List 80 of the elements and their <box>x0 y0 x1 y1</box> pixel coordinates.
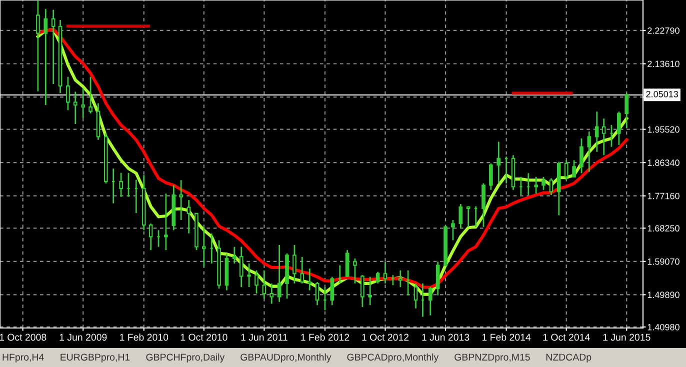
candlestick <box>398 270 402 288</box>
candlestick <box>247 262 251 288</box>
candlestick <box>44 8 48 106</box>
candlestick <box>376 271 380 284</box>
candlestick <box>81 88 86 119</box>
y-tick-label: 1.40980 <box>648 324 680 330</box>
candlestick <box>345 249 350 278</box>
candlestick <box>186 199 191 234</box>
text: HFpro,H4 <box>2 354 44 363</box>
candlestick <box>534 176 538 194</box>
candlestick <box>119 172 123 198</box>
candlestick <box>451 219 455 241</box>
candlestick <box>330 276 334 306</box>
candlestick <box>466 206 470 228</box>
text: NZDCADp <box>546 354 592 363</box>
candlestick <box>239 246 244 288</box>
candlestick <box>414 282 418 310</box>
x-tick-label: 1 Feb 2012 <box>301 334 350 341</box>
y-tick-label: 1.59070 <box>648 258 680 265</box>
x-tick-label: 1 Jun 2015 <box>603 334 650 341</box>
candlestick <box>51 9 56 85</box>
text: GBPAUDpro,Monthly <box>240 353 332 363</box>
x-tick-label: 1 Oct 2010 <box>180 334 228 341</box>
candlestick <box>602 118 606 156</box>
candlestick <box>300 256 304 284</box>
x-tick-label: 1 Jun 2013 <box>422 334 470 341</box>
candlestick <box>482 182 486 228</box>
candlestick <box>315 281 320 306</box>
candlestick <box>270 282 274 304</box>
candlestick <box>148 222 153 251</box>
candlestick <box>489 162 493 191</box>
text: EURGBPpro,H1 <box>60 354 130 363</box>
x-tick-label: 1 Feb 2010 <box>120 334 168 341</box>
ref-line-label: 2.05013 <box>646 90 678 98</box>
candlestick <box>436 260 440 296</box>
candlestick <box>202 226 206 268</box>
x-tick-label: 1 Oct 2008 <box>0 334 46 341</box>
y-tick-label: 1.77160 <box>648 192 680 200</box>
candlestick <box>564 160 568 181</box>
candlestick <box>232 246 236 264</box>
candlestick <box>587 130 592 172</box>
candlestick <box>88 76 92 114</box>
x-tick-label: 1 Jun 2009 <box>60 334 107 341</box>
y-tick-label: 2.22790 <box>648 27 680 34</box>
candlestick <box>164 192 168 251</box>
candlestick <box>360 274 364 308</box>
text: GBPCHFpro,Daily <box>146 353 225 363</box>
candlestick <box>594 110 599 153</box>
candlestick <box>277 244 282 303</box>
candlestick <box>496 141 501 184</box>
x-tick-label: 1 Oct 2014 <box>543 334 590 341</box>
x-tick-label: 1 Oct 2012 <box>362 334 409 341</box>
y-tick-label: 1.95520 <box>648 126 680 133</box>
candlestick <box>66 76 70 111</box>
candlestick <box>617 110 621 146</box>
candlestick <box>624 92 629 129</box>
candlestick <box>179 179 184 221</box>
candlestick <box>254 270 258 294</box>
candlestick <box>262 270 266 300</box>
candlestick <box>572 160 576 178</box>
candlestick <box>549 178 554 196</box>
candlestick <box>292 244 296 284</box>
text: GBPCADpro,Monthly <box>347 353 439 363</box>
candlestick <box>542 176 546 191</box>
candlestick <box>353 258 357 284</box>
y-tick-label: 1.49890 <box>648 292 680 298</box>
candlestick <box>73 91 78 125</box>
y-tick-label: 1.86340 <box>648 160 680 166</box>
text: GBPNZDpro,M15 <box>454 354 530 363</box>
candlestick <box>458 203 463 230</box>
candlestick <box>36 0 40 92</box>
candlestick <box>580 138 584 174</box>
candlestick <box>368 276 372 306</box>
candlestick <box>383 260 388 284</box>
x-tick-label: 1 Jun 2011 <box>241 334 288 341</box>
y-tick-label: 2.13610 <box>648 60 680 68</box>
x-tick-label: 1 Feb 2014 <box>482 334 531 341</box>
candlestick <box>428 286 432 316</box>
candlestick <box>308 268 312 291</box>
y-tick-label: 1.68250 <box>648 225 680 232</box>
